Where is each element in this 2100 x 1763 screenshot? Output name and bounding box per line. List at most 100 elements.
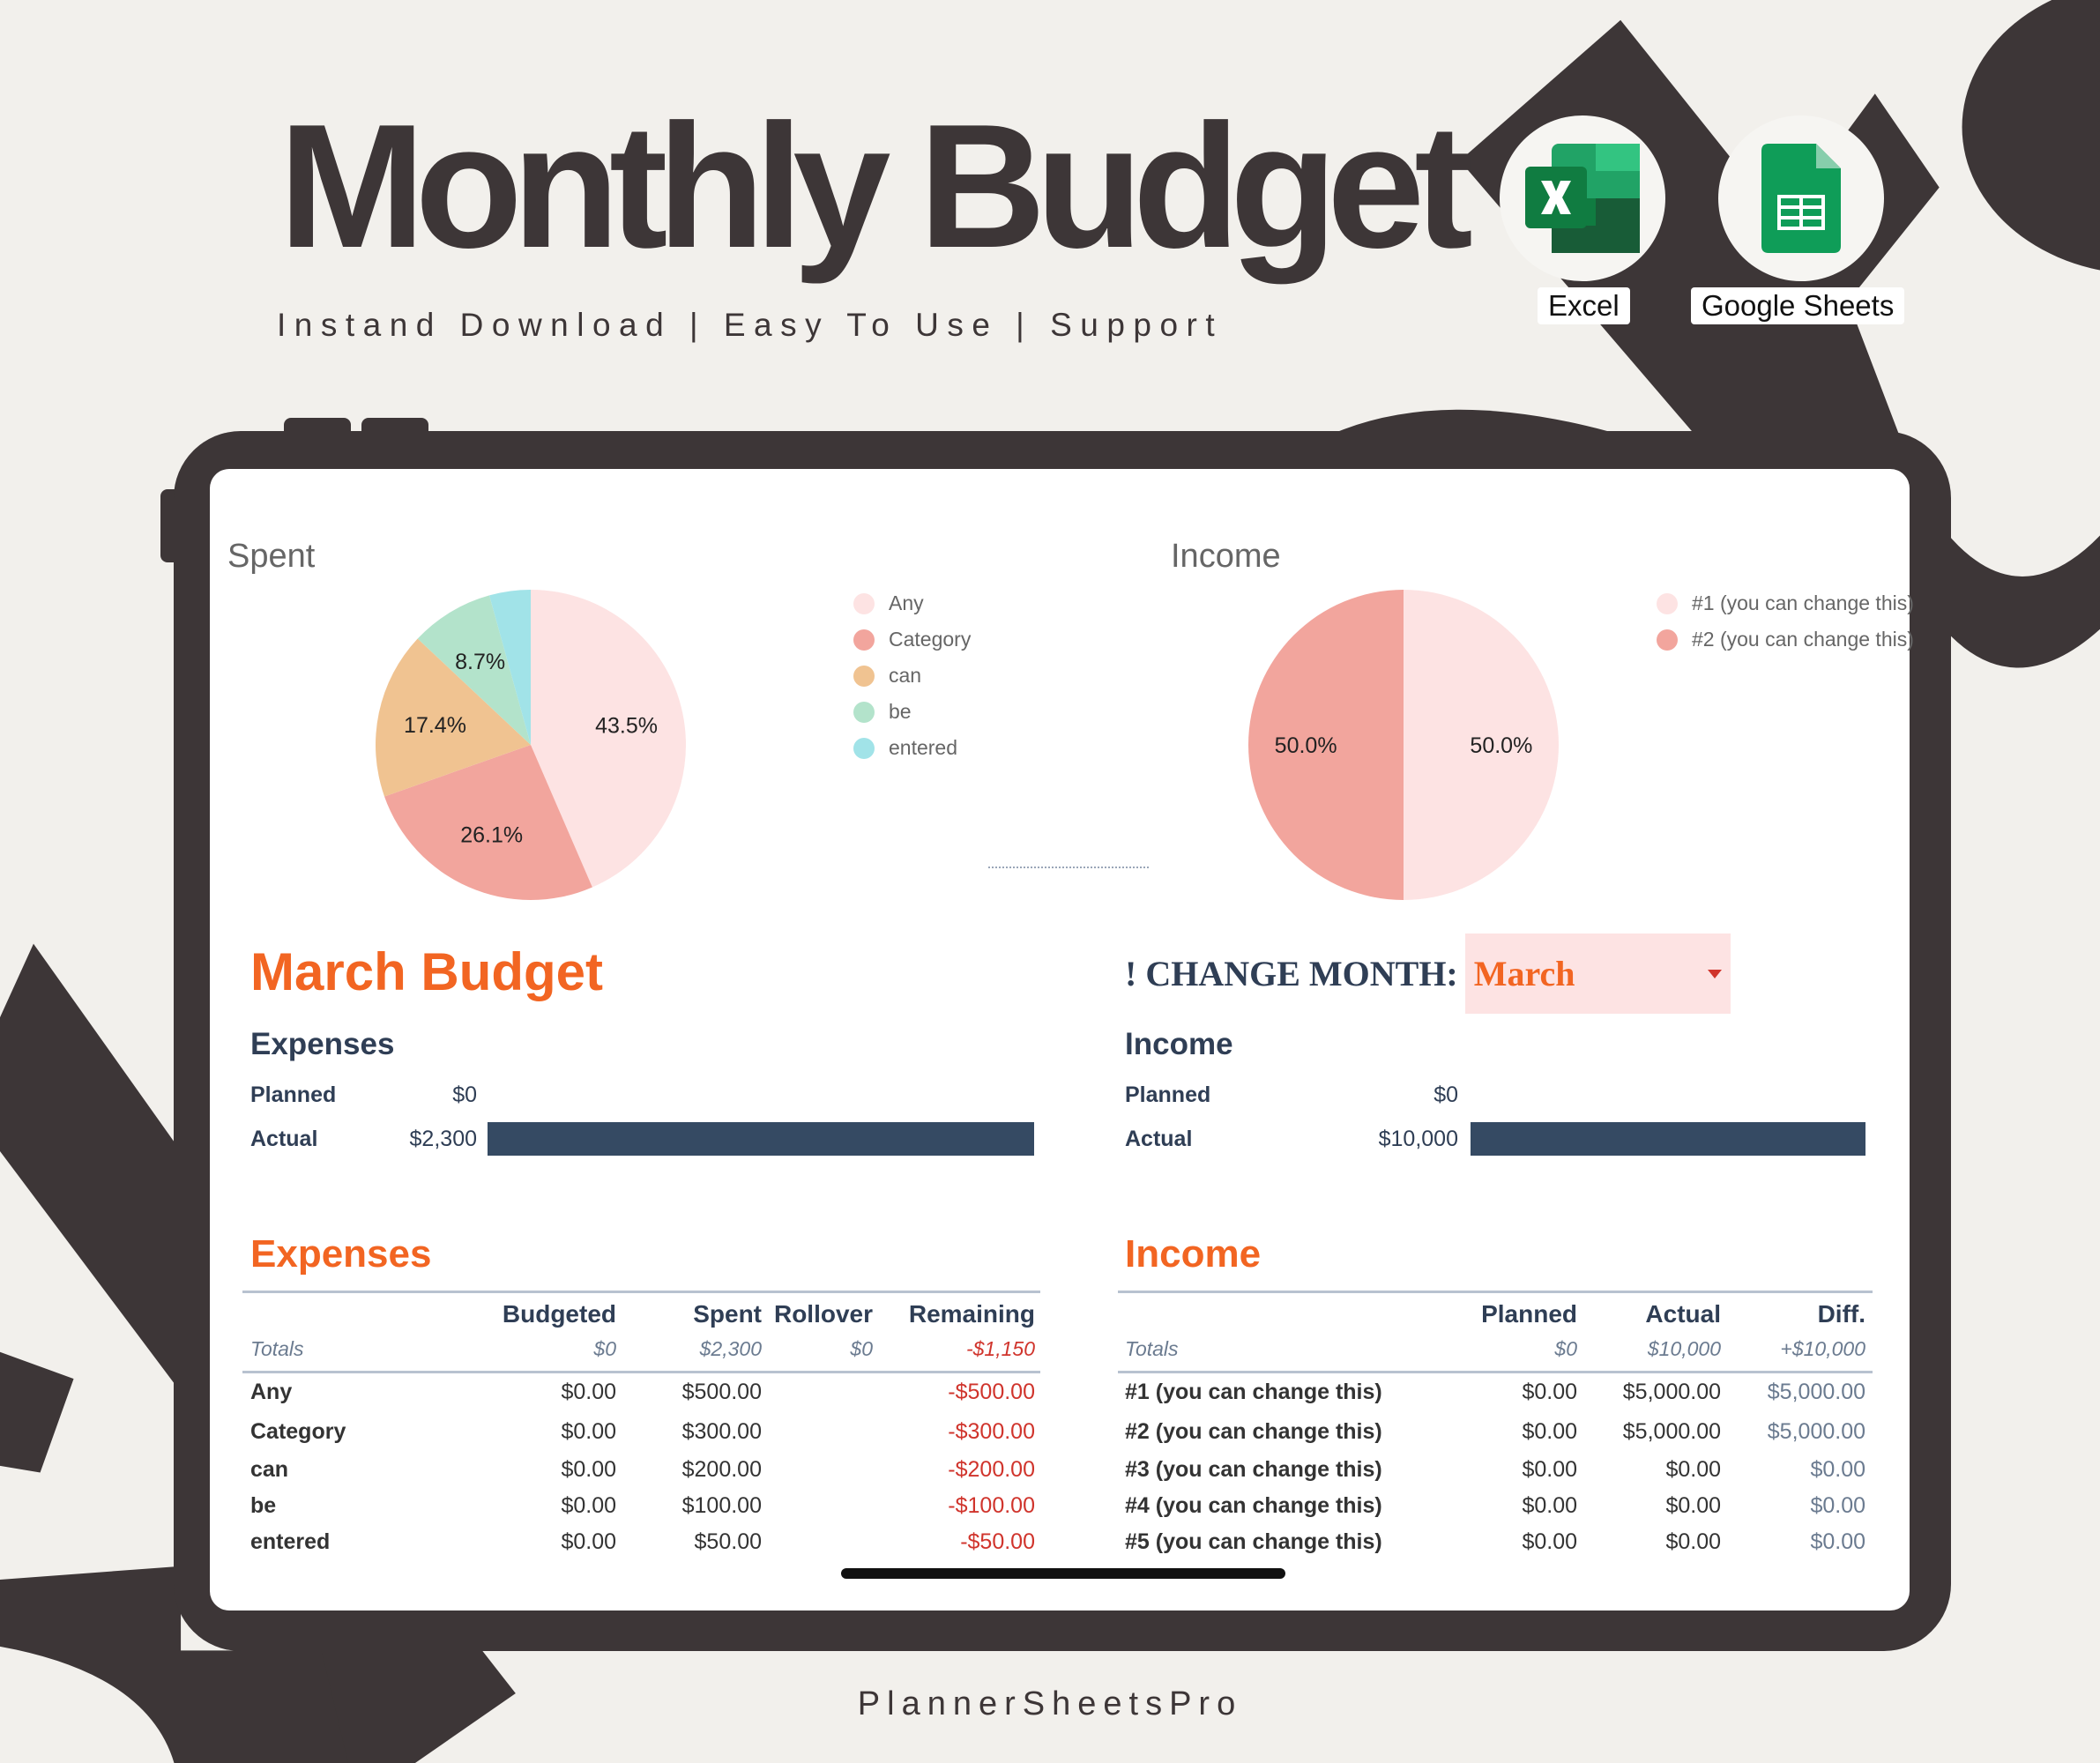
pie-slice[interactable]: [376, 638, 531, 797]
pie-data-label: 43.5%: [595, 714, 658, 739]
pie-slice[interactable]: [417, 595, 531, 745]
divider: [988, 867, 1149, 868]
legend-label: entered: [889, 736, 958, 759]
table-cell: $50.00: [694, 1529, 762, 1554]
divider: [242, 1291, 1040, 1293]
home-indicator[interactable]: [841, 1568, 1285, 1579]
pie-data-label: 26.1%: [460, 823, 523, 848]
totals-label: Totals: [250, 1337, 304, 1360]
pie-slice[interactable]: [531, 590, 687, 888]
table-cell: $0.00: [561, 1493, 616, 1518]
legend-label: #1 (you can change this): [1692, 591, 1914, 614]
legend-item[interactable]: entered: [853, 730, 971, 766]
table-cell: -$50.00: [960, 1529, 1035, 1554]
table-cell: -$500.00: [948, 1380, 1035, 1404]
pie-data-label: 50.0%: [1275, 733, 1337, 758]
legend-swatch-icon: [853, 665, 875, 687]
google-sheets-icon: [1761, 144, 1841, 253]
income-planned-value: $0: [1434, 1082, 1458, 1107]
legend-swatch-icon: [1657, 592, 1678, 614]
totals-value: $0: [593, 1337, 616, 1360]
income-summary-title: Income: [1125, 1027, 1233, 1061]
expenses-planned-value: $0: [452, 1082, 477, 1107]
excel-badge: [1500, 115, 1665, 281]
totals-value: -$1,150: [965, 1337, 1035, 1360]
expenses-summary-title: Expenses: [250, 1027, 395, 1061]
row-label: #5 (you can change this): [1125, 1529, 1382, 1554]
table-cell: $200.00: [681, 1457, 762, 1482]
row-label: #1 (you can change this): [1125, 1380, 1382, 1404]
table-cell: $0.00: [1522, 1457, 1577, 1482]
totals-value: +$10,000: [1780, 1337, 1865, 1360]
pie-data-label: 50.0%: [1470, 733, 1532, 758]
chevron-down-icon: [1707, 969, 1722, 978]
table-cell: $0.00: [1810, 1529, 1865, 1554]
legend-swatch-icon: [1657, 629, 1678, 651]
expenses-table-title: Expenses: [250, 1232, 432, 1276]
totals-value: $0: [850, 1337, 873, 1360]
income-actual-value: $10,000: [1378, 1127, 1458, 1151]
row-label: can: [250, 1457, 289, 1482]
legend-item[interactable]: can: [853, 658, 971, 694]
column-header: Spent: [693, 1300, 762, 1328]
excel-label: Excel: [1538, 287, 1630, 324]
legend-swatch-icon: [853, 737, 875, 759]
column-header: Actual: [1645, 1300, 1721, 1328]
table-cell: $5,000.00: [1622, 1419, 1721, 1444]
google-sheets-label: Google Sheets: [1691, 287, 1905, 324]
row-label: be: [250, 1493, 277, 1518]
table-cell: -$200.00: [948, 1457, 1035, 1482]
column-header: Budgeted: [502, 1300, 616, 1328]
income-actual-bar: [1471, 1122, 1865, 1156]
totals-value: $10,000: [1647, 1337, 1721, 1360]
pie-charts: 43.5% 26.1% 17.4% 8.7% 50.0% 50.0%: [376, 590, 1559, 900]
legend-item[interactable]: Any: [853, 585, 971, 621]
pie-data-label: 8.7%: [455, 650, 505, 674]
brand-footer: PlannerSheetsPro: [857, 1685, 1243, 1722]
table-cell: $100.00: [681, 1493, 762, 1518]
table-cell: $5,000.00: [1622, 1380, 1721, 1404]
table-cell: -$300.00: [948, 1419, 1035, 1444]
legend-item[interactable]: be: [853, 694, 971, 730]
excel-icon: [1525, 144, 1640, 253]
table-cell: -$100.00: [948, 1493, 1035, 1518]
totals-value: $2,300: [699, 1337, 762, 1360]
totals-label: Totals: [1125, 1337, 1179, 1360]
table-cell: $0.00: [1665, 1529, 1721, 1554]
pie-slice[interactable]: [384, 745, 592, 900]
table-cell: $0.00: [1522, 1529, 1577, 1554]
table-cell: $5,000.00: [1767, 1380, 1865, 1404]
legend-item[interactable]: #2 (you can change this): [1657, 621, 1914, 658]
table-cell: $0.00: [561, 1419, 616, 1444]
expenses-actual-label: Actual: [250, 1127, 318, 1151]
legend-swatch-icon: [853, 701, 875, 723]
month-value: March: [1473, 954, 1575, 993]
change-month-label: ! CHANGE MONTH:: [1125, 954, 1458, 993]
table-cell: $0.00: [1522, 1380, 1577, 1404]
spent-chart-title: Spent: [227, 538, 316, 575]
month-dropdown[interactable]: March: [1464, 934, 1731, 1014]
legend-label: be: [889, 700, 912, 723]
income-chart-title: Income: [1171, 538, 1281, 575]
pie-data-label: 17.4%: [404, 713, 466, 738]
table-cell: $500.00: [681, 1380, 762, 1404]
google-sheets-badge: [1718, 115, 1884, 281]
table-cell: $0.00: [1665, 1493, 1721, 1518]
row-label: Any: [250, 1380, 293, 1404]
column-header: Rollover: [773, 1300, 873, 1328]
pie-slice[interactable]: [1404, 590, 1559, 900]
row-label: Category: [250, 1419, 346, 1444]
expenses-planned-label: Planned: [250, 1082, 337, 1107]
pie-slice[interactable]: [1248, 590, 1404, 900]
pie-slice[interactable]: [489, 590, 531, 745]
table-cell: $0.00: [1522, 1419, 1577, 1444]
column-header: Planned: [1481, 1300, 1577, 1328]
legend-item[interactable]: #1 (you can change this): [1657, 585, 1914, 621]
legend-item[interactable]: Category: [853, 621, 971, 658]
legend-label: Any: [889, 591, 924, 614]
legend-label: #2 (you can change this): [1692, 628, 1914, 651]
table-cell: $0.00: [1810, 1493, 1865, 1518]
legend-label: can: [889, 664, 922, 687]
table-cell: $0.00: [561, 1380, 616, 1404]
change-month-row: ! CHANGE MONTH: March: [1125, 934, 1731, 1014]
